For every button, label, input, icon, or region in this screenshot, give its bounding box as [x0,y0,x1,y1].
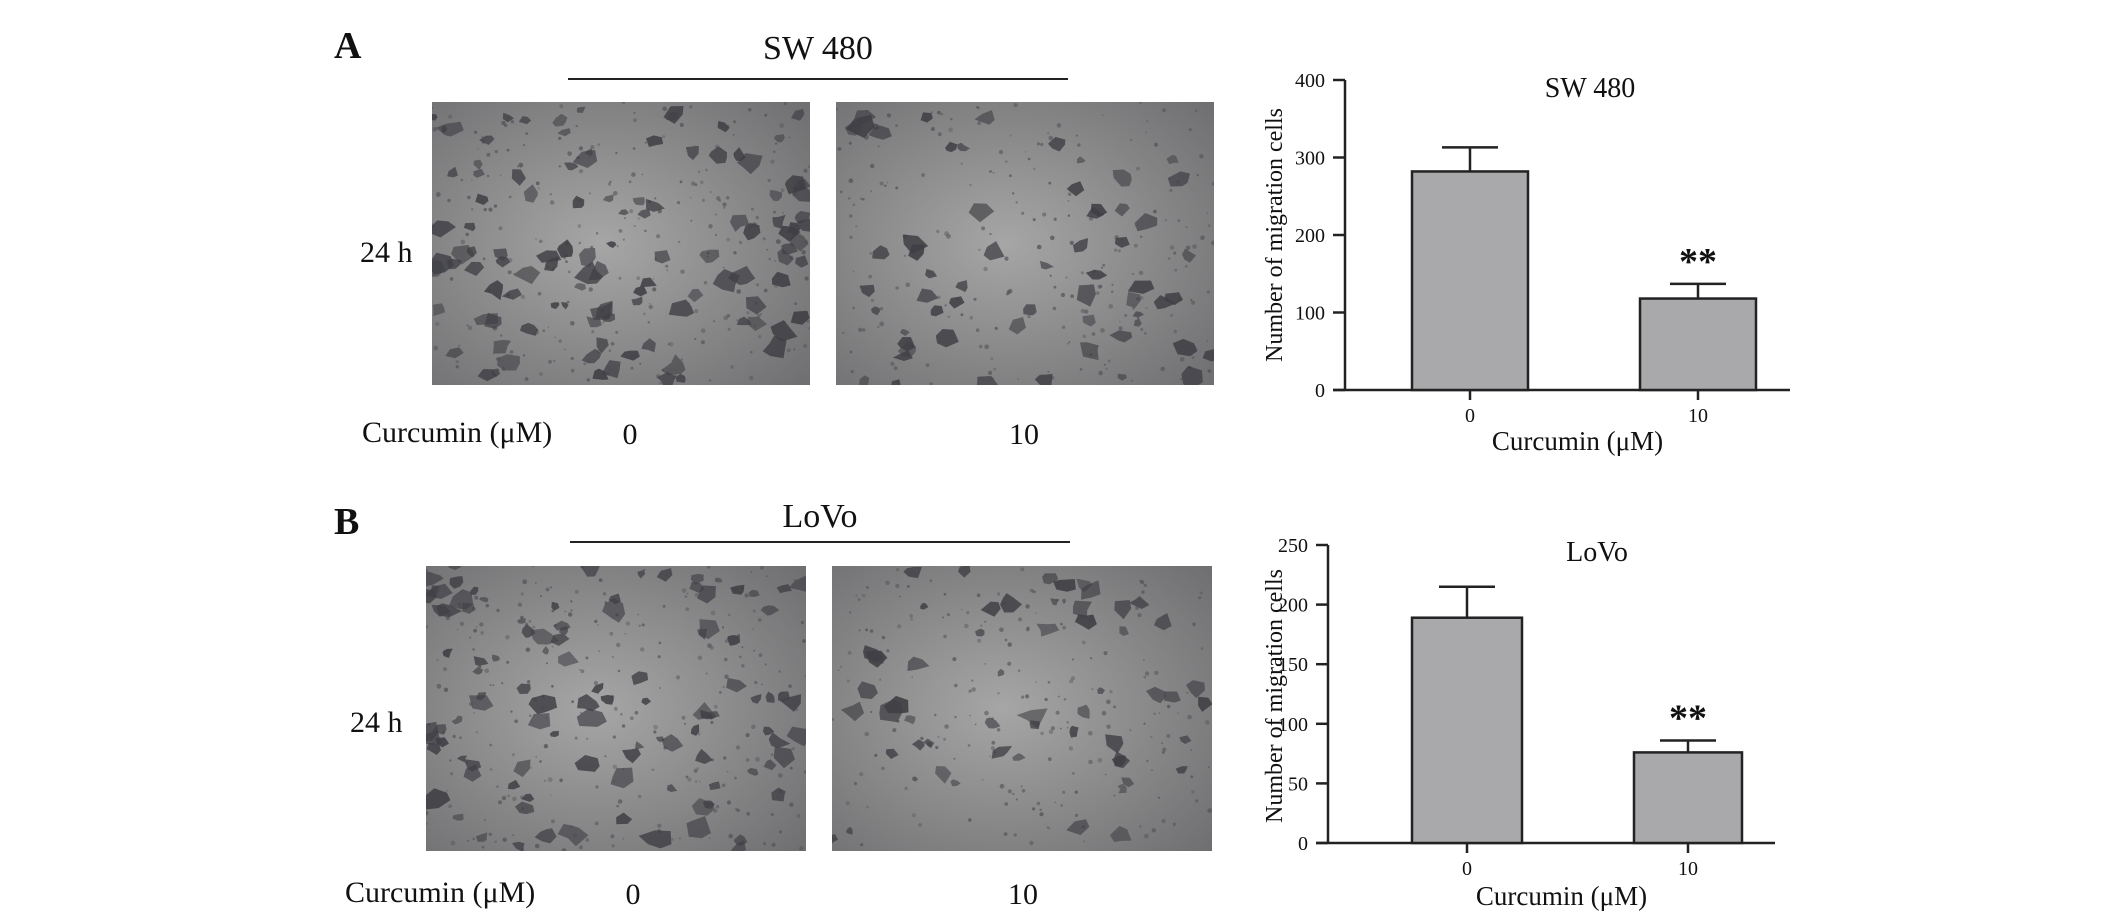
y-tick-label-lovo-5: 250 [1278,535,1308,557]
header-rule-b [570,541,1070,543]
y-tick-label-lovo-2: 100 [1278,714,1308,736]
micrograph-sw480-curcumin [836,102,1214,385]
dose-label-a-0: 0 [622,418,638,451]
time-label-b: 24 h [350,706,403,739]
y-tick-label-lovo-4: 200 [1278,595,1308,617]
bar-lovo-1 [1632,751,1744,845]
category-label-sw480-1: 10 [1688,405,1708,427]
y-tick-label-sw480-3: 300 [1295,148,1325,170]
y-tick-label-sw480-4: 400 [1295,70,1325,92]
treatment-unit-b: (μM) [472,876,536,909]
time-label-a: 24 h [360,236,413,269]
significance-label-lovo-1: ** [1669,697,1707,739]
treatment-label-b: Curcumin (μM) [345,876,535,910]
panel-letter-b: B [334,501,360,543]
y-tick-label-lovo-3: 150 [1278,654,1308,676]
category-label-lovo-1: 10 [1678,858,1698,880]
x-axis-label-sw480: Curcumin (μM) [1492,426,1663,456]
panel-letter-a: A [334,25,362,67]
treatment-label-a: Curcumin (μM) [362,416,552,450]
significance-label-sw480-1: ** [1679,241,1717,283]
y-axis-label-sw480: Number of migration cells [1262,108,1288,362]
header-rule-a [568,78,1068,80]
cell-line-title-b: LoVo [782,498,858,535]
chart-title-lovo: LoVo [1566,537,1628,568]
micrograph-sw480-control [432,102,810,385]
y-tick-label-sw480-1: 100 [1295,303,1325,325]
y-tick-label-sw480-0: 0 [1315,380,1325,402]
dose-label-a-1: 10 [1009,418,1039,451]
y-tick-label-sw480-2: 200 [1295,225,1325,247]
bar-sw480-0 [1410,170,1530,392]
cell-line-title-a: SW 480 [763,30,873,67]
category-label-lovo-0: 0 [1462,858,1472,880]
micrograph-lovo-control [426,566,806,851]
chart-title-sw480: SW 480 [1545,73,1636,104]
x-axis-label-lovo: Curcumin (μM) [1476,881,1647,911]
y-axis-label-lovo: Number of migration cells [1262,569,1288,823]
category-label-sw480-0: 0 [1465,405,1475,427]
treatment-unit-a: (μM) [489,416,553,449]
bar-lovo-0 [1410,616,1524,845]
y-tick-label-lovo-0: 0 [1298,833,1308,855]
dose-label-b-0: 0 [625,878,641,911]
micrograph-lovo-curcumin [832,566,1212,851]
dose-label-b-1: 10 [1008,878,1038,911]
y-tick-label-lovo-1: 50 [1288,773,1308,795]
treatment-name-b: Curcumin [345,876,465,909]
treatment-name-a: Curcumin [362,416,482,449]
